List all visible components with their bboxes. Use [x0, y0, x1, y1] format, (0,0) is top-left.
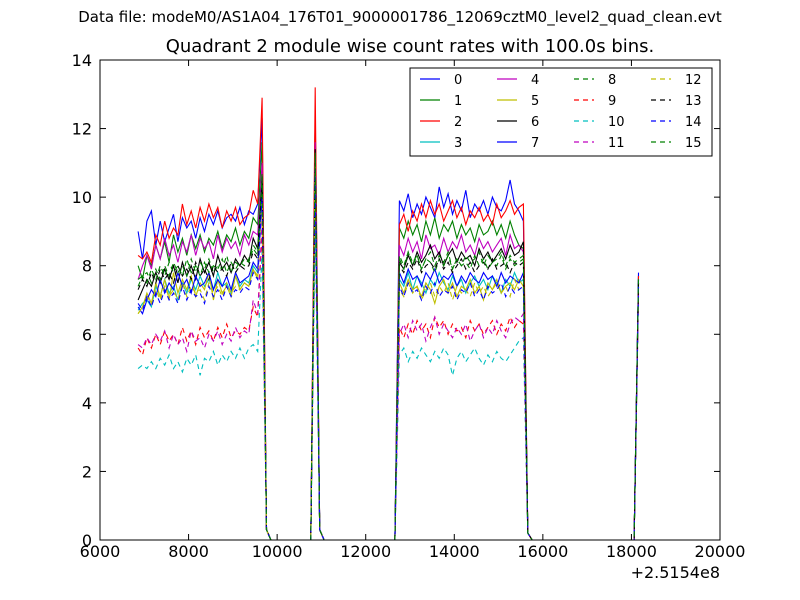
- legend-label-2: 2: [454, 115, 462, 130]
- series-line-8: [137, 155, 640, 541]
- x-tick-label: 12000: [340, 542, 391, 561]
- legend-label-10: 10: [608, 115, 625, 130]
- y-tick-label: 2: [82, 462, 92, 481]
- x-tick-label: 6000: [80, 542, 121, 561]
- x-tick-label: 20000: [695, 542, 746, 561]
- x-tick-label: 16000: [517, 542, 568, 561]
- series-line-10: [137, 224, 640, 541]
- legend-label-0: 0: [454, 73, 462, 88]
- y-tick-label: 10: [72, 188, 92, 207]
- y-tick-label: 6: [82, 325, 92, 344]
- y-tick-label: 14: [72, 51, 92, 70]
- series-line-5: [137, 176, 640, 541]
- x-tick-label: 18000: [606, 542, 657, 561]
- legend-label-15: 15: [685, 136, 702, 151]
- x-tick-label: 8000: [168, 542, 209, 561]
- legend-label-12: 12: [685, 73, 702, 88]
- legend-label-4: 4: [531, 73, 539, 88]
- plot-frame: [99, 59, 721, 541]
- series-line-6: [137, 149, 640, 541]
- legend-label-6: 6: [531, 115, 539, 130]
- legend-label-14: 14: [685, 115, 702, 130]
- series-line-0: [137, 114, 640, 541]
- series-line-11: [137, 183, 640, 541]
- y-tick-label: 12: [72, 120, 92, 139]
- legend-label-9: 9: [608, 94, 616, 109]
- legend-label-1: 1: [454, 94, 462, 109]
- series-line-12: [137, 166, 640, 541]
- legend-label-3: 3: [454, 136, 462, 151]
- legend-label-13: 13: [685, 94, 702, 109]
- legend-label-5: 5: [531, 94, 539, 109]
- x-tick-label: 14000: [429, 542, 480, 561]
- legend-frame: [409, 67, 713, 157]
- legend-label-8: 8: [608, 73, 616, 88]
- x-axis: 6000 8000 10000 12000 14000 16000 18000 20000: [80, 60, 746, 561]
- x-tick-label: 10000: [252, 542, 303, 561]
- legend-label-11: 11: [608, 136, 625, 151]
- series-line-14: [137, 169, 640, 541]
- y-tick-label: 8: [82, 257, 92, 276]
- y-tick-label: 0: [82, 531, 92, 550]
- x-offset-label: +2.5154e8: [631, 563, 720, 582]
- series-line-1: [137, 118, 640, 541]
- legend-label-7: 7: [531, 136, 539, 151]
- series-line-15: [137, 152, 640, 541]
- figure-suptitle: Data file: modeM0/AS1A04_176T01_90000017…: [78, 8, 722, 26]
- chart-title: Quadrant 2 module wise count rates with …: [165, 36, 655, 57]
- y-tick-label: 4: [82, 394, 92, 413]
